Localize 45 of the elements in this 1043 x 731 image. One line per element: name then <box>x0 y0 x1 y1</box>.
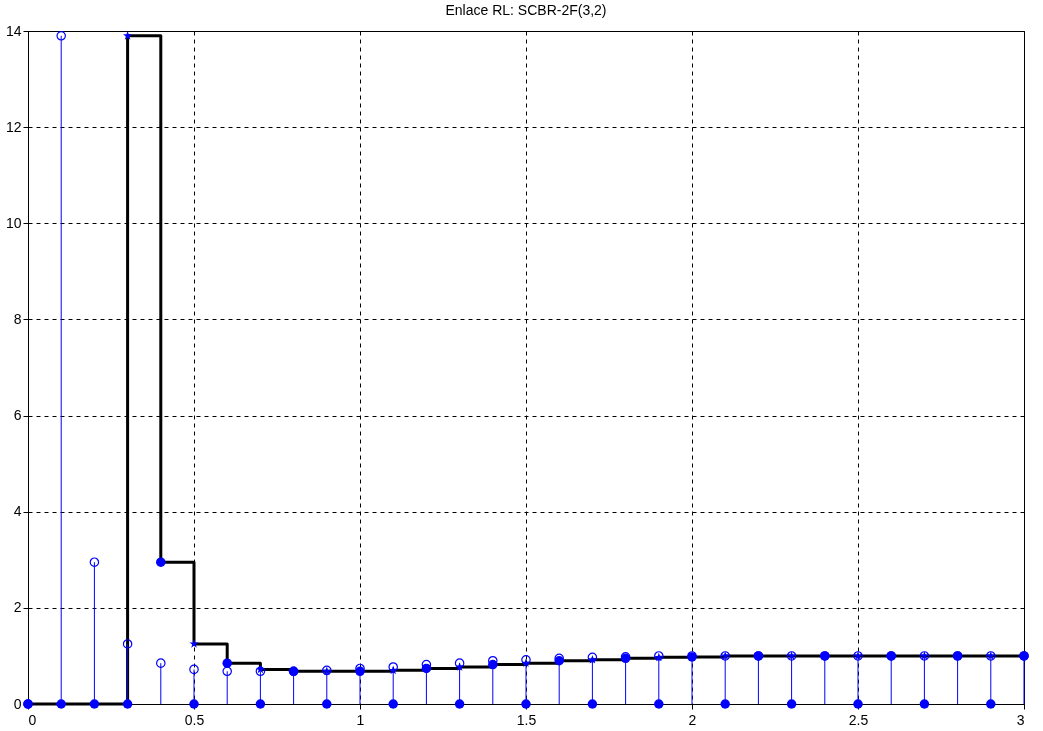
point <box>122 699 133 709</box>
point <box>222 658 232 668</box>
point <box>123 31 133 40</box>
point <box>222 666 232 677</box>
point <box>156 557 166 567</box>
point <box>189 699 199 709</box>
point <box>56 699 66 709</box>
point <box>189 664 199 675</box>
point <box>919 699 930 709</box>
point <box>521 699 531 709</box>
point <box>654 699 664 709</box>
chart-title: Enlace RL: SCBR-2F(3,2) <box>445 2 607 18</box>
point <box>421 663 432 674</box>
point <box>720 699 730 709</box>
point <box>454 699 465 709</box>
point <box>89 699 100 709</box>
x-tick-label: 2 <box>688 711 697 728</box>
point <box>322 699 332 709</box>
point <box>156 658 166 668</box>
y-tick-label: 8 <box>13 310 22 327</box>
x-tick-label: 1.5 <box>516 711 537 728</box>
y-tick-label: 10 <box>5 214 22 231</box>
point <box>853 699 863 709</box>
y-tick-label: 12 <box>5 118 22 135</box>
point <box>454 658 465 668</box>
y-tick-label: 2 <box>13 599 22 616</box>
point <box>56 31 66 41</box>
point <box>189 639 199 648</box>
x-tick-label: 1 <box>356 711 365 728</box>
point <box>89 557 100 567</box>
point <box>255 699 266 709</box>
point <box>986 699 996 709</box>
x-tick-label: 0.5 <box>184 711 205 728</box>
point <box>488 659 498 670</box>
x-tick-label: 0 <box>28 711 37 728</box>
y-tick-label: 4 <box>13 503 22 520</box>
y-tick-label: 0 <box>13 695 22 712</box>
y-tick-label: 6 <box>13 407 22 424</box>
point <box>587 699 598 709</box>
x-tick-label: 3 <box>1016 711 1025 728</box>
point <box>786 699 797 709</box>
x-tick-label: 2.5 <box>848 711 869 728</box>
y-tick-label: 14 <box>5 22 22 39</box>
point <box>388 699 398 709</box>
point <box>122 639 133 649</box>
